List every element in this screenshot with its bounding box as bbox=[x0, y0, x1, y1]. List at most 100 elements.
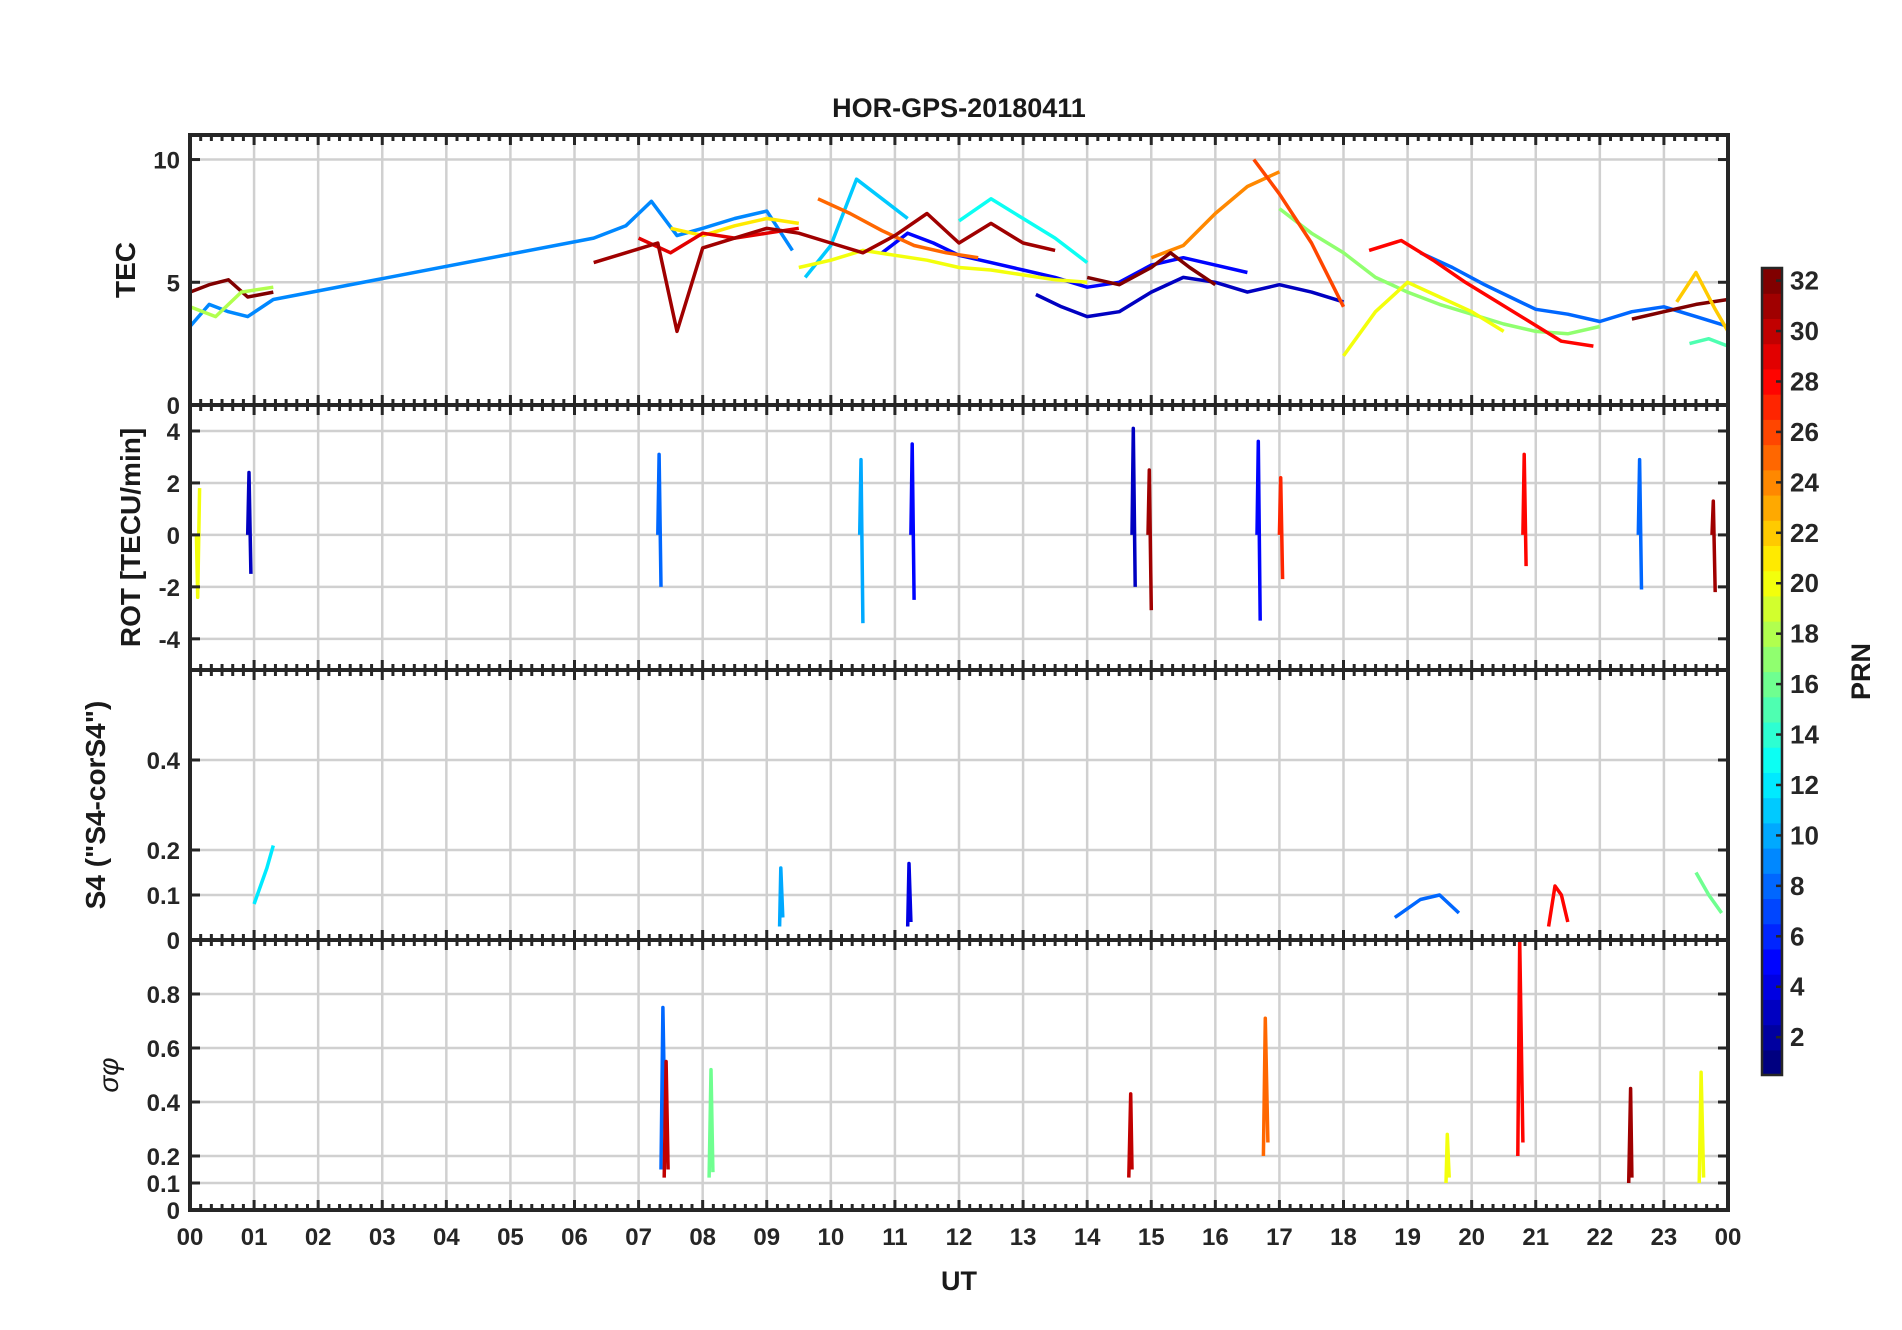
y-axis-label-tec: TEC bbox=[110, 242, 141, 298]
colorbar-step bbox=[1762, 822, 1782, 849]
colorbar-step bbox=[1762, 545, 1782, 572]
colorbar-step bbox=[1762, 419, 1782, 446]
x-tick-label: 18 bbox=[1330, 1224, 1357, 1251]
series-prn-20 bbox=[1342, 280, 1505, 357]
panel-s4: 0 0.1 0.2 0.4 S4 ("S4-corS4") bbox=[80, 668, 1730, 955]
series-prn-21 bbox=[670, 216, 800, 238]
y-tick-label: -2 bbox=[159, 575, 180, 602]
series-prn-20 bbox=[1444, 1132, 1451, 1184]
colorbar-tick-label: 12 bbox=[1790, 770, 1819, 800]
x-tick-label: 13 bbox=[1010, 1224, 1037, 1251]
x-tick-label: 22 bbox=[1586, 1224, 1613, 1251]
x-tick-labels: 00 01 02 03 04 05 06 07 08 09 10 11 12 13 14 15 16 17 18 19… bbox=[177, 1224, 1742, 1251]
y-tick-label: 4 bbox=[167, 419, 181, 446]
series-prn-31 bbox=[1710, 499, 1717, 593]
y-tick-label: 0.6 bbox=[147, 1036, 180, 1063]
x-tick-label: 11 bbox=[882, 1224, 907, 1251]
series-prn-30 bbox=[1127, 1092, 1134, 1178]
x-tick-label: 04 bbox=[433, 1224, 460, 1251]
series-prn-31 bbox=[593, 211, 1056, 334]
series-prn-18 bbox=[190, 285, 274, 319]
colorbar-step bbox=[1762, 948, 1782, 975]
series-prn-4 bbox=[905, 861, 913, 927]
y-tick-label: 0.4 bbox=[147, 748, 181, 775]
colorbar-step bbox=[1762, 873, 1782, 900]
y-tick-label: 0.1 bbox=[147, 883, 180, 910]
x-tick-label: 15 bbox=[1138, 1224, 1165, 1251]
x-tick-label: 05 bbox=[497, 1224, 524, 1251]
y-tick-label: 0 bbox=[167, 393, 180, 420]
series-prn-11 bbox=[803, 177, 909, 279]
series-prn-28 bbox=[1521, 452, 1528, 567]
series-prn-15 bbox=[1689, 336, 1728, 348]
x-tick-label: 00 bbox=[1715, 1224, 1742, 1251]
y-tick-label: 10 bbox=[153, 148, 180, 175]
x-tick-label: 02 bbox=[305, 1224, 332, 1251]
colorbar-step bbox=[1762, 494, 1782, 521]
x-tick-label: 01 bbox=[241, 1224, 268, 1251]
colorbar-step bbox=[1762, 923, 1782, 950]
x-tick-label: 07 bbox=[625, 1224, 652, 1251]
y-tick-label: -4 bbox=[159, 627, 181, 654]
x-tick-label: 12 bbox=[946, 1224, 973, 1251]
series-prn-27 bbox=[1277, 475, 1285, 580]
axes-frame-sigma_phi bbox=[188, 938, 1730, 1212]
series-prn-20 bbox=[194, 488, 202, 600]
colorbar-step bbox=[1762, 999, 1782, 1026]
x-tick-label: 16 bbox=[1202, 1224, 1229, 1251]
series-group-rot bbox=[194, 426, 1717, 624]
colorbar-step bbox=[1762, 848, 1782, 874]
colorbar-step bbox=[1762, 394, 1782, 420]
colorbar-step bbox=[1762, 772, 1782, 799]
colorbar-step bbox=[1762, 595, 1782, 622]
series-prn-30 bbox=[662, 1059, 670, 1178]
y-tick-label: 0.4 bbox=[147, 1090, 181, 1117]
colorbar-tick-label: 6 bbox=[1790, 921, 1804, 951]
y-tick-label: 0.1 bbox=[147, 1171, 180, 1198]
series-prn-8 bbox=[1636, 457, 1644, 590]
colorbar-step bbox=[1762, 696, 1782, 723]
series-prn-10 bbox=[777, 866, 785, 927]
series-prn-9 bbox=[190, 199, 794, 328]
colorbar-tick-label: 20 bbox=[1790, 568, 1819, 598]
y-tick-label: 0.2 bbox=[147, 1144, 180, 1171]
series-prn-25 bbox=[817, 197, 979, 260]
y-axis-label-s4: S4 ("S4-corS4") bbox=[80, 701, 111, 910]
colorbar-tick-label: 16 bbox=[1790, 669, 1819, 699]
series-prn-25 bbox=[1261, 1016, 1270, 1157]
series-prn-26 bbox=[1252, 158, 1346, 308]
colorbar-step bbox=[1762, 1024, 1782, 1051]
x-tick-label: 00 bbox=[177, 1224, 204, 1251]
colorbar-tick-label: 32 bbox=[1790, 266, 1819, 296]
colorbar-step bbox=[1762, 570, 1782, 597]
colorbar-tick-label: 28 bbox=[1790, 366, 1819, 396]
x-tick-label: 06 bbox=[561, 1224, 588, 1251]
series-prn-29 bbox=[637, 226, 800, 255]
series-prn-13 bbox=[958, 197, 1089, 264]
series-prn-3 bbox=[245, 470, 253, 574]
series-prn-8 bbox=[1393, 893, 1461, 919]
colorbar-step bbox=[1762, 469, 1782, 496]
colorbar-step bbox=[1762, 1049, 1782, 1076]
colorbar-tick-label: 14 bbox=[1790, 720, 1819, 750]
y-tick-label: 0 bbox=[167, 928, 180, 955]
colorbar-tick-label: 30 bbox=[1790, 316, 1819, 346]
panel-sigma_phi: 00.10.2 0.4 0.6 0.8 σφ bbox=[93, 938, 1730, 1225]
colorbar-tick-label: 26 bbox=[1790, 417, 1819, 447]
colorbar-tick-label: 2 bbox=[1790, 1022, 1804, 1052]
x-tick-label: 10 bbox=[817, 1224, 844, 1251]
series-prn-22 bbox=[1675, 270, 1728, 333]
series-prn-20 bbox=[1697, 1070, 1706, 1184]
colorbar-step bbox=[1762, 797, 1782, 824]
colorbar-step bbox=[1762, 747, 1782, 773]
y-tick-label: 2 bbox=[167, 471, 180, 498]
y-axis-label-sigma_phi: σφ bbox=[93, 1057, 124, 1092]
series-prn-16 bbox=[1694, 871, 1724, 915]
y-tick-label: 0 bbox=[167, 1198, 180, 1225]
colorbar-step bbox=[1762, 318, 1782, 345]
y-axis-label-rot: ROT [TECU/min] bbox=[115, 428, 146, 647]
colorbar-step bbox=[1762, 520, 1782, 547]
colorbar-step bbox=[1762, 898, 1782, 925]
